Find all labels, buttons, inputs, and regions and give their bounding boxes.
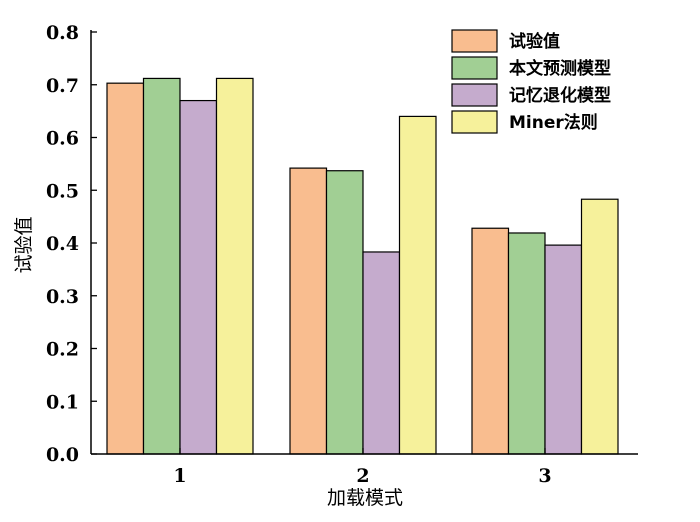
bar-4-3 [580, 198, 619, 455]
legend-swatch-1 [451, 29, 498, 53]
y-tick-label: 0.4 [46, 233, 79, 255]
x-tick-label: 1 [173, 465, 186, 487]
y-tick-label: 0.8 [46, 22, 79, 44]
y-tick-label: 0.5 [46, 180, 79, 202]
x-axis-title: 加载模式 [327, 487, 403, 509]
y-tick-label: 0.6 [46, 128, 79, 150]
legend-swatch-3 [451, 83, 498, 107]
y-tick-label: 0.3 [46, 286, 79, 308]
bar-2-3 [507, 232, 546, 455]
y-tick-label: 0.7 [46, 75, 79, 97]
bar-2-1 [142, 77, 181, 455]
bar-4-2 [398, 115, 437, 455]
bar-1-1 [106, 82, 145, 455]
legend-label-3: 记忆退化模型 [509, 85, 611, 106]
axes [90, 30, 638, 455]
bar-3-3 [544, 244, 583, 455]
tick-labels: 0.0 0.1 0.2 0.3 0.4 0.5 0.6 0.7 0.8 1 2 3 [46, 22, 552, 487]
legend-swatch-4 [451, 110, 498, 134]
y-tick-label: 0.0 [46, 444, 79, 466]
legend-label-2: 本文预测模型 [509, 58, 611, 79]
x-tick-label: 2 [356, 465, 369, 487]
bar-3-2 [362, 251, 401, 455]
y-tick-label: 0.2 [46, 339, 79, 361]
legend-label-1: 试验值 [509, 31, 560, 52]
bar-1-3 [471, 227, 510, 455]
bar-1-2 [289, 167, 328, 455]
bar-4-1 [215, 77, 254, 455]
bar-3-1 [179, 99, 218, 455]
y-axis-title: 试验值 [13, 216, 35, 273]
legend-swatch-2 [451, 56, 498, 80]
bars [106, 77, 619, 455]
x-tick-label: 3 [538, 465, 551, 487]
bar-2-2 [325, 170, 364, 455]
legend-label-4: Miner法则 [509, 112, 598, 133]
y-tick-label: 0.1 [46, 391, 79, 413]
